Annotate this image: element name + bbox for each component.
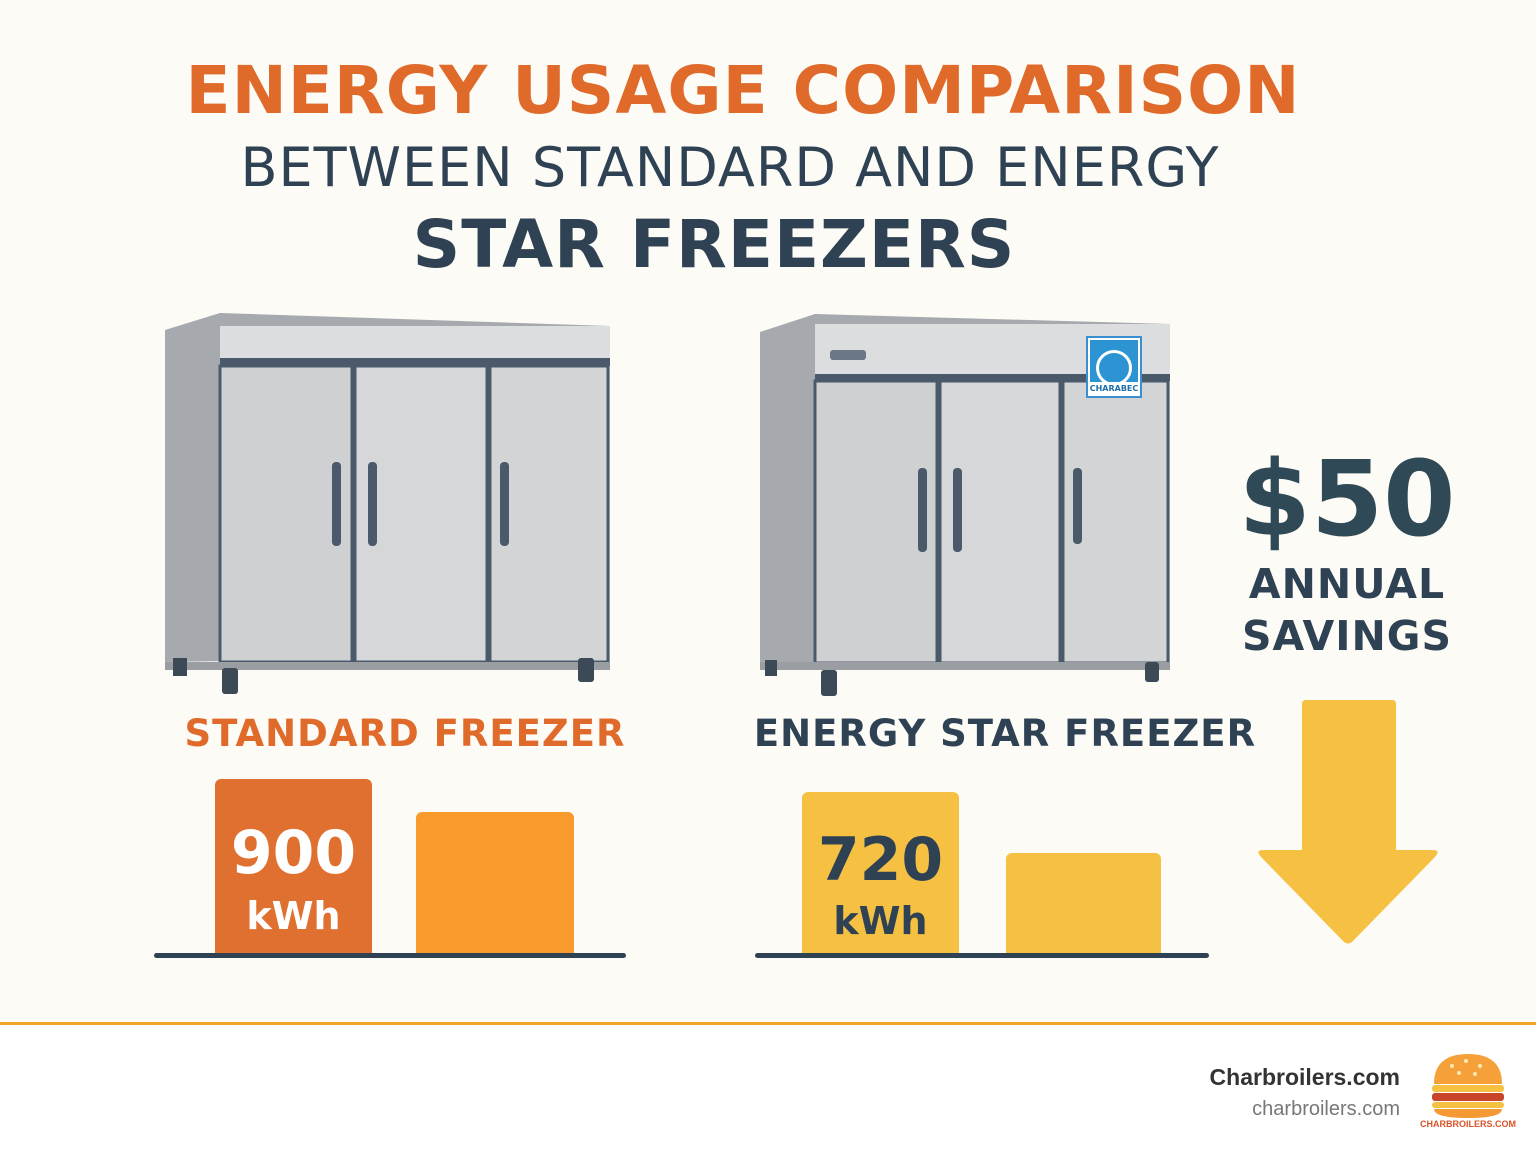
energy-star-freezer-icon [760, 314, 1170, 696]
savings-amount: $50 [1238, 438, 1456, 560]
savings-label-line2: SAVINGS [1242, 612, 1452, 660]
energy-star-usage-bar: 720 kWh [802, 792, 959, 955]
energy-star-freezer-label: ENERGY STAR FREEZER [753, 712, 1257, 755]
energy-star-badge-icon: CHARABEC [1086, 336, 1142, 398]
energy-star-secondary-bar [1006, 853, 1161, 955]
footer-brand[interactable]: Charbroilers.com [1209, 1064, 1400, 1090]
standard-chart-baseline [154, 953, 626, 958]
standard-usage-bar: 900 kWh [215, 779, 372, 955]
savings-label: ANNUAL SAVINGS [1232, 558, 1462, 662]
footer-divider [0, 1022, 1536, 1025]
standard-secondary-bar [416, 812, 574, 955]
standard-usage-value: 900 [230, 818, 357, 888]
footer-logo-text: CHARBROILERS.COM [1420, 1119, 1516, 1129]
page-title: ENERGY USAGE COMPARISON [185, 52, 1301, 129]
burger-logo-icon [1432, 1054, 1504, 1118]
footer [0, 1025, 1536, 1154]
energy-star-usage-value: 720 [817, 825, 944, 895]
page-subtitle: BETWEEN STANDARD AND ENERGY [240, 136, 1220, 199]
energy-star-chart-baseline [755, 953, 1209, 958]
standard-usage-unit: kWh [246, 894, 341, 938]
standard-freezer-icon [165, 313, 610, 694]
savings-label-line1: ANNUAL [1248, 560, 1446, 608]
standard-freezer-label: STANDARD FREEZER [184, 712, 626, 755]
footer-url[interactable]: charbroilers.com [1252, 1098, 1400, 1120]
page-subtitle-emphasis: STAR FREEZERS [412, 206, 1016, 283]
down-arrow-icon [1258, 700, 1438, 944]
energy-star-usage-unit: kWh [833, 899, 928, 943]
energy-star-badge-text: CHARABEC [1089, 384, 1139, 393]
